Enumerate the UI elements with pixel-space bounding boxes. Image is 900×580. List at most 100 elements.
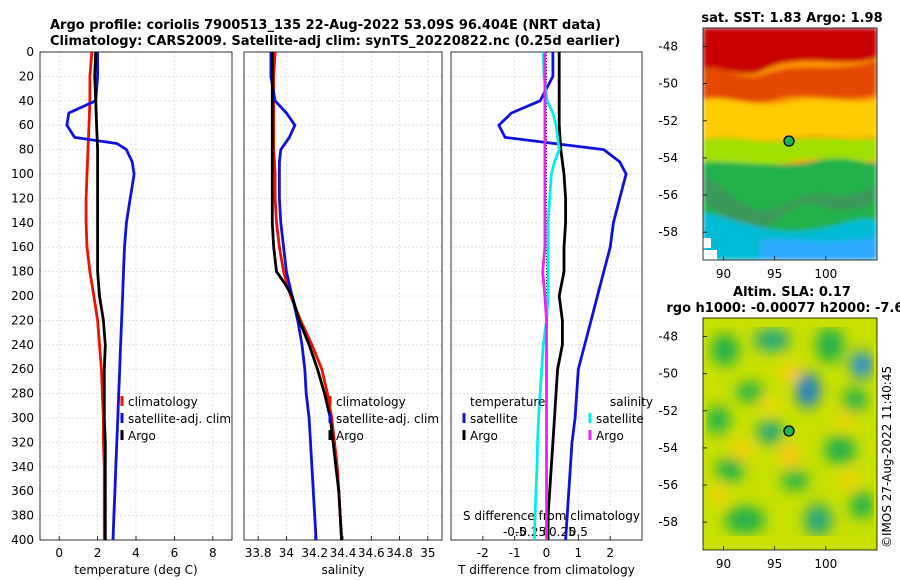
x-tick-label: 0: [543, 546, 551, 560]
depth-tick-label: 20: [19, 69, 34, 83]
depth-tick-label: 180: [11, 265, 34, 279]
sla-map-frame: [702, 317, 878, 551]
legend-label: satellite: [596, 412, 644, 426]
map-lat-label: -50: [658, 77, 678, 91]
legend-label: climatology: [128, 395, 198, 409]
s-diff-tick-label: -0.5: [503, 525, 526, 539]
depth-tick-label: 60: [19, 118, 34, 132]
map-lat-label: -48: [658, 40, 678, 54]
x-tick-label: 8: [209, 546, 217, 560]
x-axis-label: temperature (deg C): [74, 563, 197, 577]
legend-label: satellite-adj. clim: [128, 412, 231, 426]
depth-tick-label: 380: [11, 509, 34, 523]
panel-frame: [243, 51, 443, 541]
timestamp-label: ©IMOS 27-Aug-2022 11:40:45: [880, 366, 894, 548]
map-lon-label: 95: [767, 267, 782, 281]
depth-tick-label: 100: [11, 167, 34, 181]
legend-label: Argo: [470, 429, 498, 443]
x-tick-label: 35: [420, 546, 435, 560]
map-lon-label: 100: [814, 267, 837, 281]
depth-tick-label: 400: [11, 533, 34, 547]
map-lat-label: -50: [658, 367, 678, 381]
legend-label: Argo: [596, 429, 624, 443]
x-tick-label: 0: [55, 546, 63, 560]
x-axis-label: salinity: [321, 563, 364, 577]
x-tick-label: 34: [279, 546, 294, 560]
depth-tick-label: 340: [11, 460, 34, 474]
x-tick-label: 34.2: [301, 546, 328, 560]
depth-tick-label: 160: [11, 240, 34, 254]
map-lat-label: -48: [658, 330, 678, 344]
legend-label: Argo: [336, 429, 364, 443]
series-line-s-satellite: [533, 51, 561, 541]
s-diff-tick-label: -0.25: [515, 525, 546, 539]
legend-label: climatology: [336, 395, 406, 409]
series-line-climatology: [272, 51, 343, 541]
sla-map-subtitle: rgo h1000: -0.00077 h2000: -7.6e-: [666, 301, 900, 316]
series-line-satellite-adj-clim: [65, 52, 136, 541]
map-lon-label: 95: [767, 557, 782, 571]
legend-label: satellite: [470, 412, 518, 426]
sst-map-frame: [702, 27, 878, 261]
x-axis-label: T difference from climatology: [457, 563, 635, 577]
depth-tick-label: 220: [11, 313, 34, 327]
depth-tick-label: 280: [11, 387, 34, 401]
depth-tick-label: 300: [11, 411, 34, 425]
legend-temp-title: temperature: [470, 395, 545, 409]
depth-tick-label: 80: [19, 143, 34, 157]
series-line-t-argo: [546, 52, 567, 540]
x-tick-label: 34.6: [358, 546, 385, 560]
map-lat-label: -52: [658, 404, 678, 418]
x-tick-label: 2: [94, 546, 102, 560]
depth-tick-label: 40: [19, 94, 34, 108]
x-tick-label: 34.8: [386, 546, 413, 560]
x-tick-label: 6: [171, 546, 179, 560]
map-lat-label: -56: [658, 478, 678, 492]
depth-tick-label: 200: [11, 289, 34, 303]
series-line-s-argo: [541, 52, 548, 540]
figure-title-line1: Argo profile: coriolis 7900513_135 22-Au…: [50, 18, 601, 33]
map-lat-label: -52: [658, 114, 678, 128]
map-lat-label: -54: [658, 151, 678, 165]
map-lon-label: 100: [814, 557, 837, 571]
series-line-argo: [270, 52, 343, 541]
s-diff-tick-label: 0.25: [549, 525, 576, 539]
s-diff-axis-label: S difference from climatology: [463, 509, 640, 523]
legend-sal-title: salinity: [610, 395, 653, 409]
sst-argo-location-marker: [783, 135, 795, 147]
depth-tick-label: 140: [11, 216, 34, 230]
series-line-satellite-adj-clim: [269, 52, 318, 541]
x-tick-label: 33.8: [245, 546, 272, 560]
map-lat-label: -58: [658, 515, 678, 529]
sst-map-title: sat. SST: 1.83 Argo: 1.98: [701, 11, 882, 26]
map-lat-label: -54: [658, 441, 678, 455]
map-lon-label: 90: [716, 267, 731, 281]
legend-label: Argo: [128, 429, 156, 443]
x-tick-label: -2: [477, 546, 489, 560]
map-lon-label: 90: [716, 557, 731, 571]
sla-argo-location-marker: [783, 425, 795, 437]
map-lat-label: -58: [658, 225, 678, 239]
legend-label: satellite-adj. clim: [336, 412, 439, 426]
depth-tick-label: 240: [11, 338, 34, 352]
x-tick-label: 2: [606, 546, 614, 560]
x-tick-label: 4: [132, 546, 140, 560]
sst-map-image: [703, 28, 877, 260]
x-tick-label: 1: [575, 546, 583, 560]
panel-frame: [39, 51, 233, 541]
x-tick-label: -1: [509, 546, 521, 560]
depth-tick-label: 0: [26, 45, 34, 59]
depth-tick-label: 320: [11, 435, 34, 449]
depth-tick-label: 360: [11, 484, 34, 498]
series-line-argo: [93, 51, 107, 540]
s-diff-tick-label: 0.5: [569, 525, 588, 539]
depth-tick-label: 120: [11, 191, 34, 205]
sla-map-axes: -48 -50 -52 -54 -56 -58 90 95 100: [658, 330, 837, 571]
sla-map-title: Altim. SLA: 0.17: [733, 285, 851, 300]
map-lat-label: -56: [658, 188, 678, 202]
salinity-profile-panel: 33.8 34 34.2 34.4 34.6 34.8 35 salinity climatol…: [243, 51, 443, 577]
depth-tick-label: 260: [11, 362, 34, 376]
sst-map-axes: -48 -50 -52 -54 -56 -58 90 95 100: [658, 40, 837, 281]
